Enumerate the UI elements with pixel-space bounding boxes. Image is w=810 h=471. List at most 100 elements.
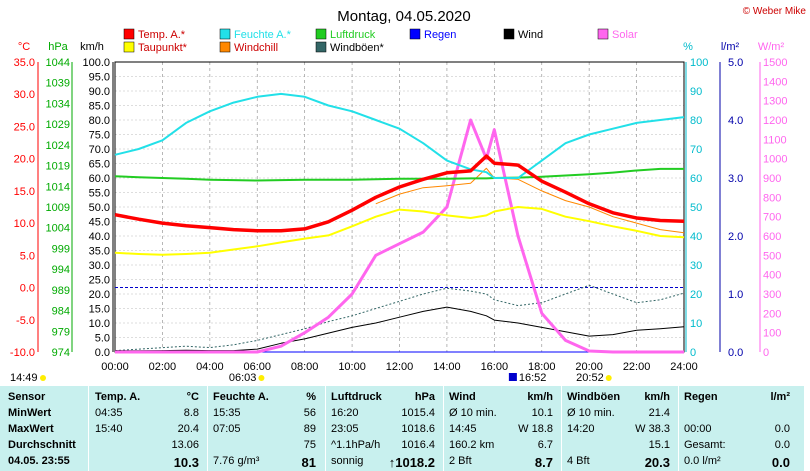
header-gust: Windböen: [567, 391, 621, 403]
cell-temp-sub: 04:35: [95, 407, 123, 419]
time-tick-label: 22:00: [623, 361, 651, 373]
pct-tick-label: 40: [690, 231, 702, 243]
column-separator: [207, 386, 208, 471]
cell-press-sub: 16:20: [331, 407, 359, 419]
solar-tick-label: 1300: [763, 96, 787, 108]
rain-tick-label: 2.0: [728, 231, 743, 243]
hpa-tick-label: 974: [52, 347, 70, 359]
solar-tick-label: 400: [763, 270, 781, 282]
cell-gust-value: 15.1: [648, 439, 670, 451]
hpa-tick-label: 1019: [46, 161, 70, 173]
kmh-tick-label: 60.0: [89, 173, 110, 185]
cell-wind-sub: 160.2 km: [449, 439, 495, 451]
transit-icon: [508, 373, 517, 381]
kmh-tick-label: 40.0: [89, 231, 110, 243]
legend-label: Regen: [424, 29, 456, 41]
pct-tick-label: 70: [690, 144, 702, 156]
sun-icon: [40, 375, 46, 381]
cell-hum-value: 89: [303, 423, 316, 435]
header-press: Luftdruck: [331, 391, 382, 403]
temp-tick-label: 30.0: [14, 89, 35, 101]
cell-press-value: 1015.4: [401, 407, 435, 419]
cell-press-sub: ^1.1hPa/h: [331, 439, 381, 451]
cell-hum-value: 81: [301, 455, 316, 470]
cell-rain-value: 0.0: [771, 455, 790, 470]
cell-rain-sub: 0.0 l/m²: [684, 455, 721, 467]
cell-rain-value: 0.0: [774, 439, 790, 451]
legend-swatch: [503, 28, 515, 40]
rain-tick-label: 3.0: [728, 173, 743, 185]
solar-tick-label: 100: [763, 328, 781, 340]
kmh-tick-label: 45.0: [89, 217, 110, 229]
legend-swatch: [123, 28, 135, 40]
solar-unit-label: W/m²: [758, 41, 785, 53]
series-line-tempa: [114, 154, 685, 233]
cell-gust-sub: 14:20: [567, 423, 595, 435]
temp-tick-label: 25.0: [14, 121, 35, 133]
header-rain-unit: l/m²: [770, 391, 790, 403]
rain-tick-label: 5.0: [728, 57, 743, 69]
cell-hum-sub: 07:05: [213, 423, 241, 435]
solar-tick-label: 1400: [763, 76, 787, 88]
cell-temp-value: 13.06: [171, 439, 199, 451]
temp-unit-label: °C: [18, 41, 30, 53]
cell-press-value: 1018.6: [401, 423, 435, 435]
kmh-tick-label: 10.0: [89, 318, 110, 330]
temp-tick-label: 15.0: [14, 186, 35, 198]
column-separator: [325, 386, 326, 471]
cell-rain-sub: Gesamt:: [684, 439, 726, 451]
header-wind: Wind: [449, 391, 476, 403]
legend-label: Feuchte A.*: [234, 29, 292, 41]
kmh-unit-label: km/h: [80, 41, 104, 53]
cell-press-sub: 23:05: [331, 423, 359, 435]
hpa-tick-label: 984: [52, 306, 70, 318]
hpa-tick-label: 989: [52, 285, 70, 297]
series-line-feuchtea: [114, 92, 685, 179]
hpa-tick-label: 1029: [46, 119, 70, 131]
hpa-tick-label: 1024: [46, 140, 70, 152]
legend-label: Luftdruck: [330, 29, 376, 41]
time-tick-label: 24:00: [670, 361, 698, 373]
series-line-windben: [114, 284, 685, 352]
solar-tick-label: 700: [763, 212, 781, 224]
solar-tick-label: 1100: [763, 134, 787, 146]
hpa-tick-label: 1009: [46, 202, 70, 214]
kmh-tick-label: 0.0: [95, 347, 110, 359]
solar-tick-label: 1000: [763, 154, 787, 166]
hpa-tick-label: 1014: [46, 181, 70, 193]
time-tick-label: 10:00: [338, 361, 366, 373]
credit-label: © Weber Mike: [743, 6, 807, 17]
series-lines: [114, 92, 685, 354]
legend-swatch: [315, 28, 327, 40]
rain-tick-label: 1.0: [728, 289, 743, 301]
temp-tick-label: 20.0: [14, 154, 35, 166]
kmh-tick-label: 100.0: [82, 57, 110, 69]
series-line-luftdruck: [114, 167, 684, 182]
legend-label: Windchill: [234, 42, 278, 54]
hpa-tick-label: 1044: [46, 57, 70, 69]
kmh-tick-label: 70.0: [89, 144, 110, 156]
row-label: MinWert: [8, 407, 52, 419]
pct-tick-label: 30: [690, 260, 702, 272]
kmh-tick-label: 75.0: [89, 130, 110, 142]
time-tick-label: 14:00: [433, 361, 461, 373]
temp-tick-label: 0.0: [20, 283, 35, 295]
cell-gust-value: 20.3: [644, 455, 670, 470]
cell-hum-value: 56: [303, 407, 316, 419]
rain-tick-label: 4.0: [728, 115, 743, 127]
kmh-tick-label: 55.0: [89, 188, 110, 200]
cell-temp-value: 10.3: [173, 455, 199, 470]
pct-tick-label: 90: [690, 86, 702, 98]
column-separator: [88, 386, 89, 471]
row-label: 04.05. 23:55: [8, 455, 70, 467]
cell-wind-value: 10.1: [531, 407, 553, 419]
cell-wind-sub: 14:45: [449, 423, 477, 435]
solar-tick-label: 900: [763, 173, 781, 185]
kmh-tick-label: 90.0: [89, 86, 110, 98]
legend-label: Taupunkt*: [138, 42, 188, 54]
solar-tick-label: 600: [763, 231, 781, 243]
header-temp-unit: °C: [186, 391, 199, 403]
time-markers: 14:49 06:03 16:52 20:52: [10, 372, 612, 384]
series-line-solar: [115, 118, 684, 354]
legend-label: Temp. A.*: [138, 29, 186, 41]
